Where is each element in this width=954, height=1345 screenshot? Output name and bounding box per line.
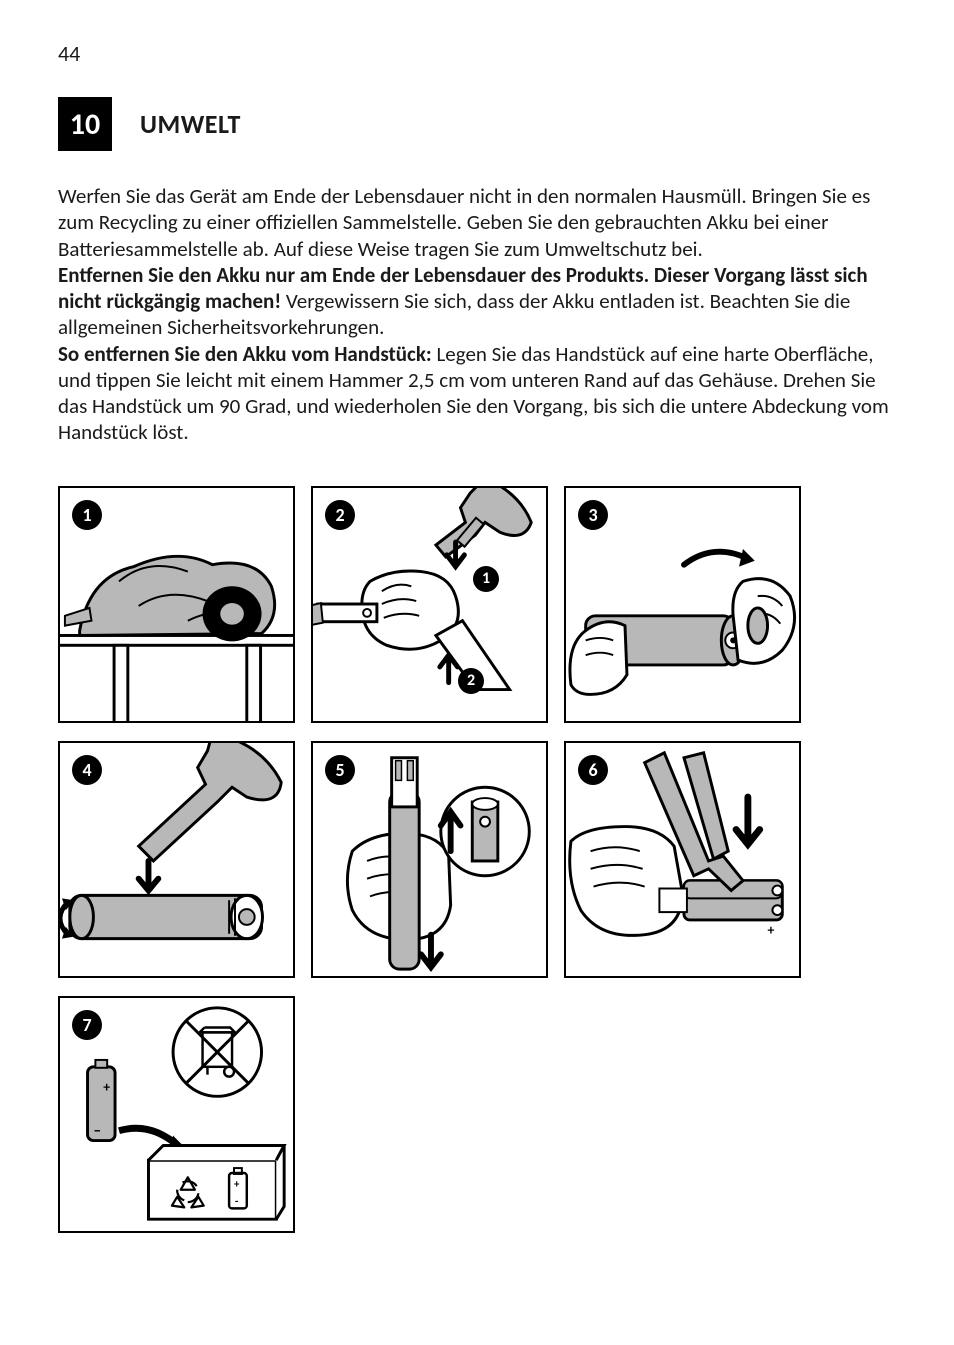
step-badge-7: 7	[72, 1010, 102, 1040]
panel-4: 4	[58, 741, 295, 978]
paragraph-3-bold: So entfernen Sie den Akku vom Handstück:	[58, 341, 436, 367]
panel-7: 7 + –	[58, 996, 295, 1233]
sub-badge-2: 2	[458, 668, 484, 694]
panel-5: 5	[311, 741, 548, 978]
step-badge-3: 3	[578, 500, 608, 530]
instruction-grid: 1 2 1 2	[58, 486, 896, 1233]
body-text: Werfen Sie das Gerät am Ende der Lebensd…	[58, 183, 896, 446]
section-number-badge: 10	[58, 97, 112, 151]
panel-3: 3	[564, 486, 801, 723]
svg-text:+: +	[103, 1078, 110, 1095]
step-badge-1: 1	[72, 500, 102, 530]
panel-6: 6 +	[564, 741, 801, 978]
svg-text:–: –	[93, 1121, 101, 1140]
sub-badge-1: 1	[473, 566, 499, 592]
section-header: 10 UMWELT	[58, 97, 896, 151]
step-badge-5: 5	[325, 755, 355, 785]
panel-1: 1	[58, 486, 295, 723]
svg-text:+: +	[768, 921, 775, 938]
panel-2: 2 1 2	[311, 486, 548, 723]
svg-text:+: +	[234, 1177, 240, 1190]
step-badge-4: 4	[72, 755, 102, 785]
step-badge-6: 6	[578, 755, 608, 785]
svg-text:-: -	[235, 1194, 238, 1207]
paragraph-1: Werfen Sie das Gerät am Ende der Lebensd…	[58, 183, 870, 262]
page-number: 44	[58, 40, 896, 67]
step-badge-2: 2	[325, 500, 355, 530]
section-title: UMWELT	[140, 108, 241, 140]
